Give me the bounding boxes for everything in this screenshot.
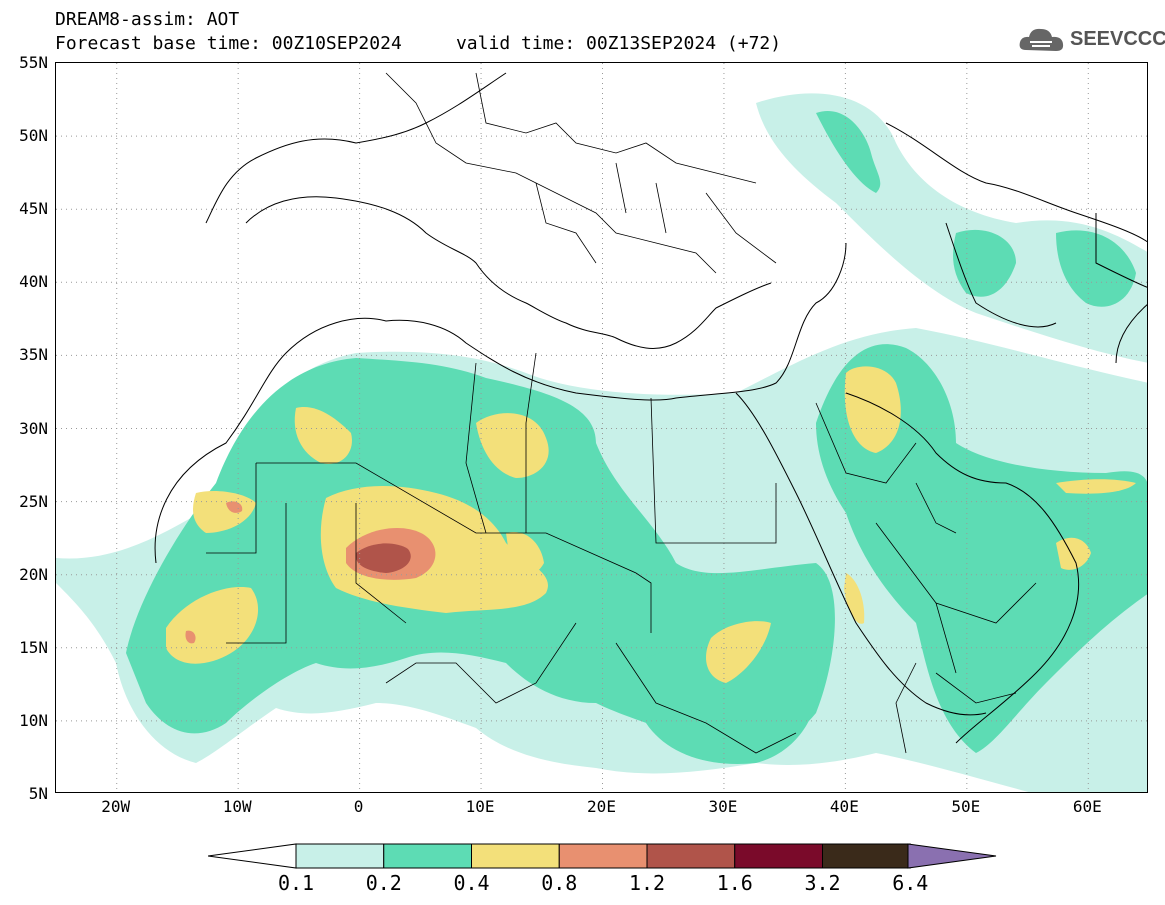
colorbar-label: 0.8 [541,871,578,895]
map-canvas [56,63,1147,792]
coastlines [154,72,1147,744]
colorbar-label: 6.4 [892,871,929,895]
cloud-icon [1019,28,1064,51]
colorbar-label: 0.1 [277,871,315,895]
lat-tick-label: 15N [19,637,48,657]
country-borders [206,72,1037,754]
lat-tick-label: 5N [28,784,48,803]
aot-contour-0-2 [126,111,1147,764]
lon-tick-label: 50E [951,797,981,816]
aot-map [55,62,1148,793]
colorbar-swatch [734,843,823,869]
colorbar-label: 0.4 [453,871,490,895]
logo-text: SEEVCCC [1070,28,1165,50]
colorbar-over-arrow [907,843,997,869]
lat-tick-label: 25N [19,491,48,511]
lat-tick-label: 30N [19,418,48,438]
gridlines [56,63,1147,792]
lat-tick-label: 35N [19,345,48,365]
lat-tick-label: 45N [19,199,48,219]
lat-tick-label: 50N [19,126,48,146]
colorbar-label: 3.2 [804,871,841,895]
seevccc-logo: SEEVCCC [1018,24,1165,56]
lat-tick-label: 10N [19,710,48,730]
colorbar-swatch [295,843,385,869]
chart-title: DREAM8-assim: AOT [55,9,240,30]
lon-tick-label: 30E [708,797,738,816]
colorbar-swatch [471,843,560,869]
colorbar-label: 0.2 [365,871,402,895]
colorbar-swatch [558,843,648,869]
colorbar-swatch [822,843,911,869]
lon-tick-label: 40E [829,797,859,816]
lat-tick-label: 20N [19,564,48,584]
lon-tick-label: 10E [465,797,495,816]
lon-tick-label: 20W [101,797,131,816]
lon-tick-label: 0 [353,797,364,816]
lon-tick-label: 60E [1072,797,1102,816]
lat-tick-label: 55N [19,53,48,72]
lon-tick-label: 10W [222,797,252,816]
chart-subtitle: Forecast base time: 00Z10SEP2024 valid t… [55,33,782,54]
colorbar-under-arrow [207,843,297,869]
colorbar-label: 1.6 [716,871,753,895]
colorbar-label: 1.2 [628,871,666,895]
lat-tick-label: 40N [19,272,48,292]
colorbar-swatch [646,843,736,869]
colorbar-swatch [383,843,472,869]
lon-tick-label: 20E [587,797,616,816]
colorbar [207,843,998,873]
aot-contour-1-2 [355,543,411,573]
